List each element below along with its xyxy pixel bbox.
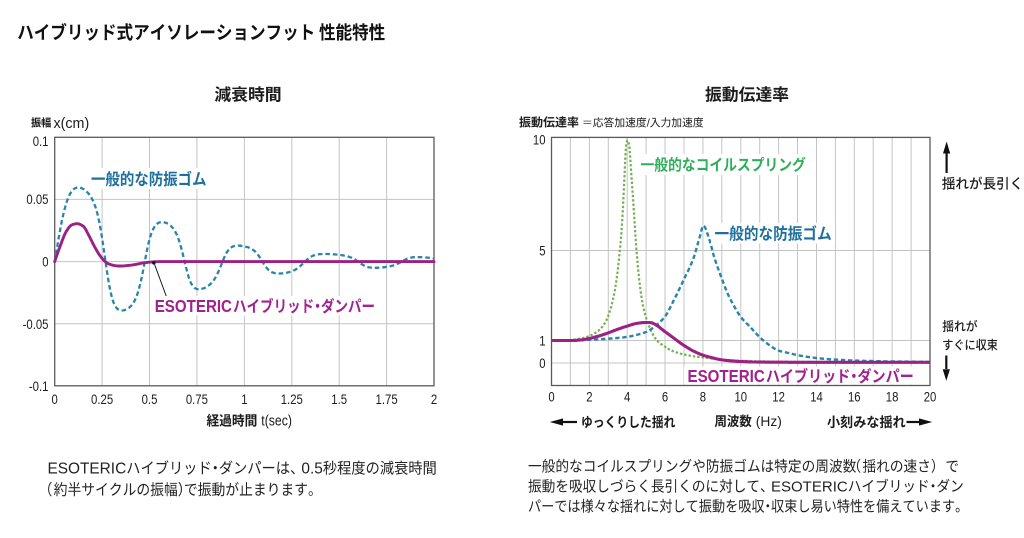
svg-text:x(cm): x(cm) (54, 116, 90, 132)
svg-text:0.5: 0.5 (301, 461, 322, 478)
svg-text:ESOTERIC: ESOTERIC (48, 461, 127, 478)
svg-text:10: 10 (533, 133, 546, 149)
svg-text:(Hz): (Hz) (756, 414, 782, 429)
svg-text:2: 2 (586, 390, 592, 406)
svg-text:1.5: 1.5 (331, 392, 347, 408)
svg-text:2: 2 (431, 392, 437, 408)
svg-text:-0.1: -0.1 (29, 379, 49, 395)
svg-text:0.1: 0.1 (33, 134, 49, 150)
svg-text:t(sec): t(sec) (261, 414, 292, 430)
svg-text:1.25: 1.25 (281, 392, 303, 408)
svg-text:1.75: 1.75 (376, 392, 398, 408)
svg-text:5: 5 (539, 244, 545, 260)
svg-text:0: 0 (548, 390, 554, 406)
svg-text:18: 18 (886, 390, 899, 406)
svg-text:ESOTERIC: ESOTERIC (155, 296, 233, 316)
svg-text:ESOTERIC: ESOTERIC (688, 366, 766, 386)
svg-text:4: 4 (624, 390, 630, 406)
svg-text:ESOTERIC: ESOTERIC (771, 479, 848, 496)
svg-text:0: 0 (539, 356, 545, 372)
svg-text:6: 6 (662, 390, 668, 406)
svg-text:0.05: 0.05 (26, 192, 48, 208)
svg-text:0.75: 0.75 (186, 392, 208, 408)
svg-text:1: 1 (241, 392, 247, 408)
svg-text:16: 16 (848, 390, 861, 406)
svg-text:8: 8 (700, 390, 706, 406)
svg-text:0: 0 (52, 392, 58, 408)
svg-text:10: 10 (735, 390, 748, 406)
svg-text:0.5: 0.5 (142, 392, 158, 408)
svg-text:-0.05: -0.05 (23, 317, 49, 333)
svg-text:12: 12 (772, 390, 785, 406)
svg-text:14: 14 (810, 390, 823, 406)
svg-text:/: / (647, 118, 651, 130)
svg-text:20: 20 (924, 390, 937, 406)
svg-text:1: 1 (539, 334, 545, 350)
svg-text:0: 0 (42, 255, 48, 271)
svg-text:0.25: 0.25 (91, 392, 113, 408)
